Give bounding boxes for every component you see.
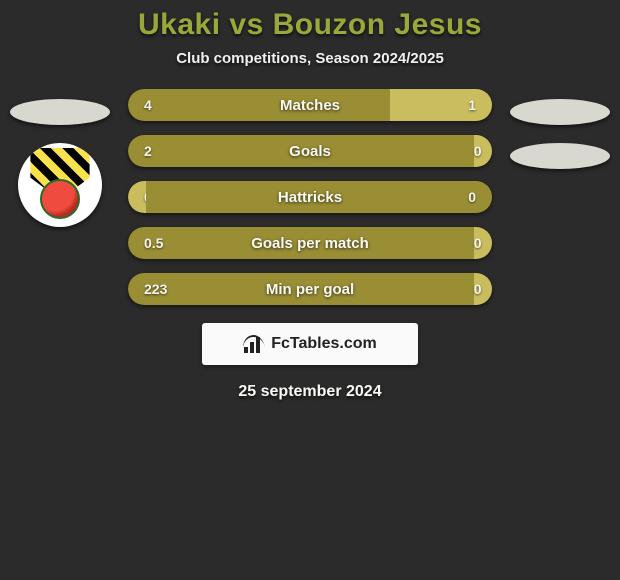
left-ellipse-top (10, 99, 110, 125)
stat-left-value: 0 (128, 181, 146, 213)
stat-left-value: 4 (128, 89, 390, 121)
stats-column: 41Matches 20Goals 00Hattricks 0.50Goals per… (120, 89, 500, 305)
right-ellipse-2 (510, 143, 610, 169)
chart-icon (243, 335, 265, 353)
stat-right-value: 1 (390, 89, 492, 121)
right-team-column (500, 89, 620, 169)
right-ellipse-1 (510, 99, 610, 125)
branding-box[interactable]: FcTables.com (202, 323, 418, 365)
stat-bar: 2230Min per goal (128, 273, 492, 305)
logo-ball-icon (40, 179, 80, 219)
stat-bar: 20Goals (128, 135, 492, 167)
page-title: Ukaki vs Bouzon Jesus (0, 8, 620, 42)
stat-right-value: 0 (474, 135, 492, 167)
stat-bar: 0.50Goals per match (128, 227, 492, 259)
stat-left-value: 0.5 (128, 227, 474, 259)
stat-bar: 00Hattricks (128, 181, 492, 213)
main-row: БОТЕВЪ 41Matches 20Goals 00Hattricks 0.50Go… (0, 89, 620, 305)
stat-right-value: 0 (146, 181, 492, 213)
stat-right-value: 0 (474, 273, 492, 305)
comparison-card: Ukaki vs Bouzon Jesus Club competitions,… (0, 0, 620, 401)
stat-bar: 41Matches (128, 89, 492, 121)
stat-right-value: 0 (474, 227, 492, 259)
left-team-column: БОТЕВЪ (0, 89, 120, 227)
stat-left-value: 2 (128, 135, 474, 167)
page-subtitle: Club competitions, Season 2024/2025 (0, 50, 620, 67)
left-team-logo: БОТЕВЪ (18, 143, 102, 227)
branding-text: FcTables.com (271, 335, 377, 353)
date-line: 25 september 2024 (0, 383, 620, 401)
stat-left-value: 223 (128, 273, 474, 305)
